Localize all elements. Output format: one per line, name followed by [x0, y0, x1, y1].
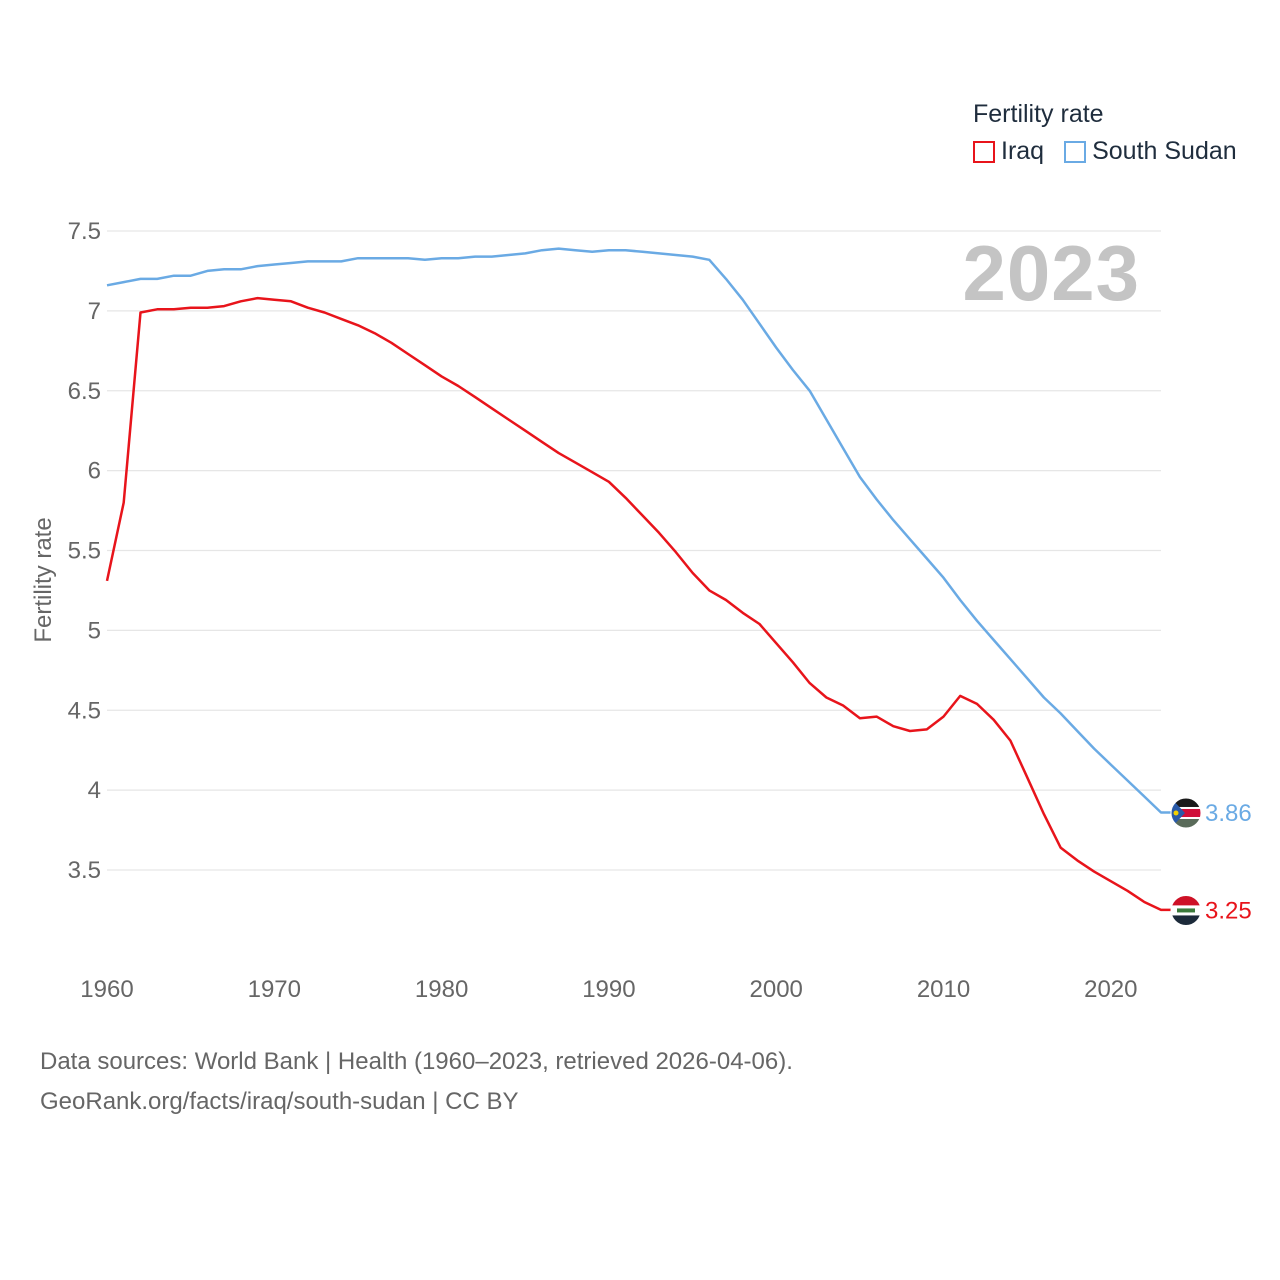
source-line-1: Data sources: World Bank | Health (1960–… [40, 1048, 793, 1075]
legend-title: Fertility rate [973, 100, 1104, 128]
end-markers: 3.25 3.86 [1170, 797, 1252, 926]
y-tick-label: 3.5 [68, 857, 101, 884]
source-note: Data sources: World Bank | Health (1960–… [40, 1042, 793, 1122]
end-value-label-south-sudan: 3.86 [1205, 800, 1252, 827]
x-tick-label: 2010 [917, 976, 970, 1003]
y-tick-label: 7.5 [68, 218, 101, 245]
y-axis-ticks: 3.5 4 4.5 5 5.5 6 6.5 7 7.5 [68, 218, 101, 884]
y-tick-label: 4 [88, 777, 101, 804]
x-axis-ticks: 1960 1970 1980 1990 2000 2010 2020 [80, 976, 1137, 1003]
x-tick-label: 1970 [248, 976, 301, 1003]
x-tick-label: 1980 [415, 976, 468, 1003]
legend-item-south-sudan[interactable]: South Sudan [1064, 137, 1237, 166]
y-tick-label: 5.5 [68, 538, 101, 565]
legend-label-iraq: Iraq [1001, 137, 1045, 165]
series-line-south-sudan [106, 247, 1181, 814]
source-line-2: GeoRank.org/facts/iraq/south-sudan | CC … [40, 1088, 519, 1115]
x-tick-label: 1990 [582, 976, 635, 1003]
y-tick-label: 6.5 [68, 378, 101, 405]
flag-icon-south-sudan [1170, 797, 1202, 829]
legend-item-iraq[interactable]: Iraq [973, 137, 1044, 166]
y-tick-label: 5 [88, 617, 101, 644]
x-tick-label: 1960 [80, 976, 133, 1003]
legend-swatch-south-sudan [1064, 140, 1087, 163]
x-tick-label: 2000 [750, 976, 803, 1003]
y-tick-label: 6 [88, 458, 101, 485]
x-tick-label: 2020 [1084, 976, 1137, 1003]
grid-lines [107, 230, 1161, 871]
legend: Fertility rate Iraq South Sudan [973, 100, 1237, 166]
flag-icon-iraq [1170, 894, 1202, 926]
legend-swatch-iraq [973, 140, 995, 163]
year-label: 2023 [962, 229, 1140, 317]
y-tick-label: 4.5 [68, 697, 101, 724]
y-axis-label: Fertility rate [30, 517, 57, 642]
y-tick-label: 7 [88, 298, 101, 325]
series-line-iraq [105, 296, 1181, 912]
series-lines [105, 247, 1181, 912]
end-value-label-iraq: 3.25 [1205, 897, 1252, 924]
legend-label-south-sudan: South Sudan [1092, 137, 1237, 165]
